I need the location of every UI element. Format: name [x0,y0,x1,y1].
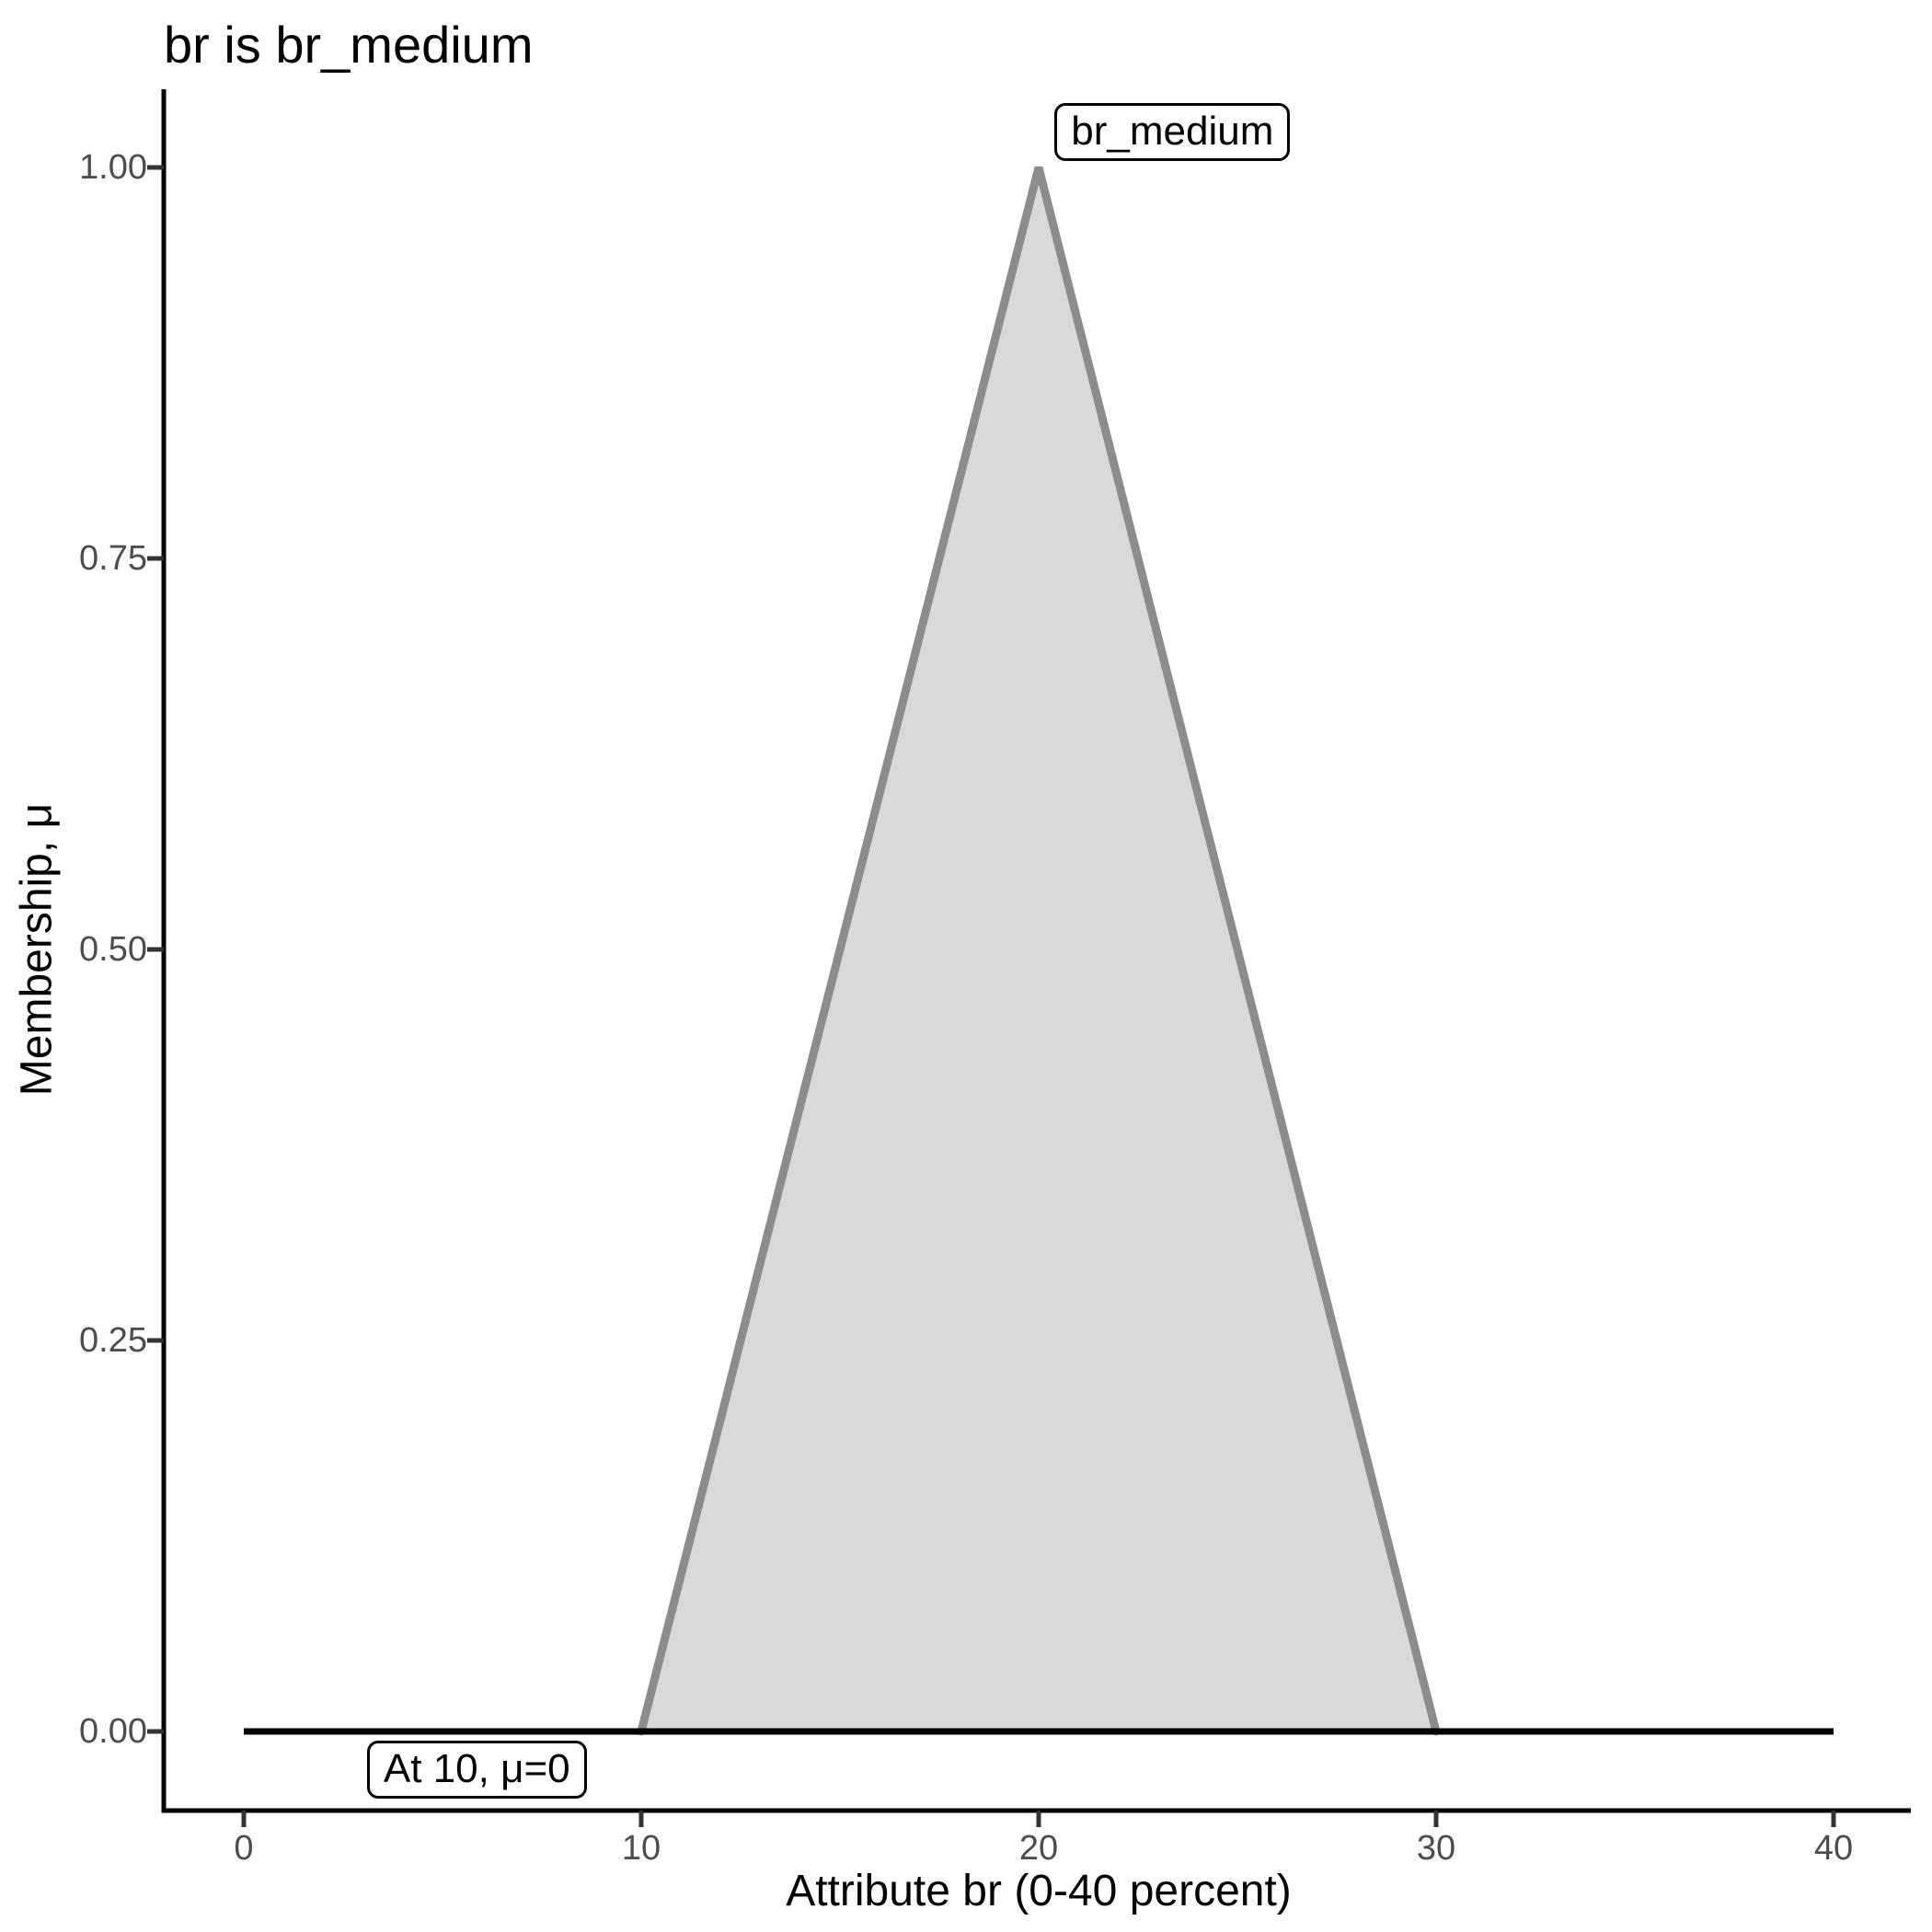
chart-title: br is br_medium [164,16,534,74]
x-tick-label: 40 [1813,1829,1854,1868]
x-tick-label: 0 [234,1829,254,1868]
y-tick-label: 0.50 [79,930,147,969]
membership-area [641,167,1436,1731]
annotation-at-10-mu-0: At 10, μ=0 [366,1741,587,1799]
annotation-br-medium: br_medium [1054,103,1291,161]
x-tick-label: 30 [1416,1829,1456,1868]
membership-outline [637,166,1441,1736]
y-tick-label: 0.25 [79,1321,147,1360]
y-tick-label: 1.00 [79,148,147,187]
x-axis-title: Attribute br (0-40 percent) [786,1867,1292,1915]
x-tick-label: 10 [621,1829,661,1868]
x-tick-label: 20 [1018,1829,1059,1868]
y-tick-label: 0.75 [79,539,147,578]
y-tick-label: 0.00 [79,1712,147,1751]
